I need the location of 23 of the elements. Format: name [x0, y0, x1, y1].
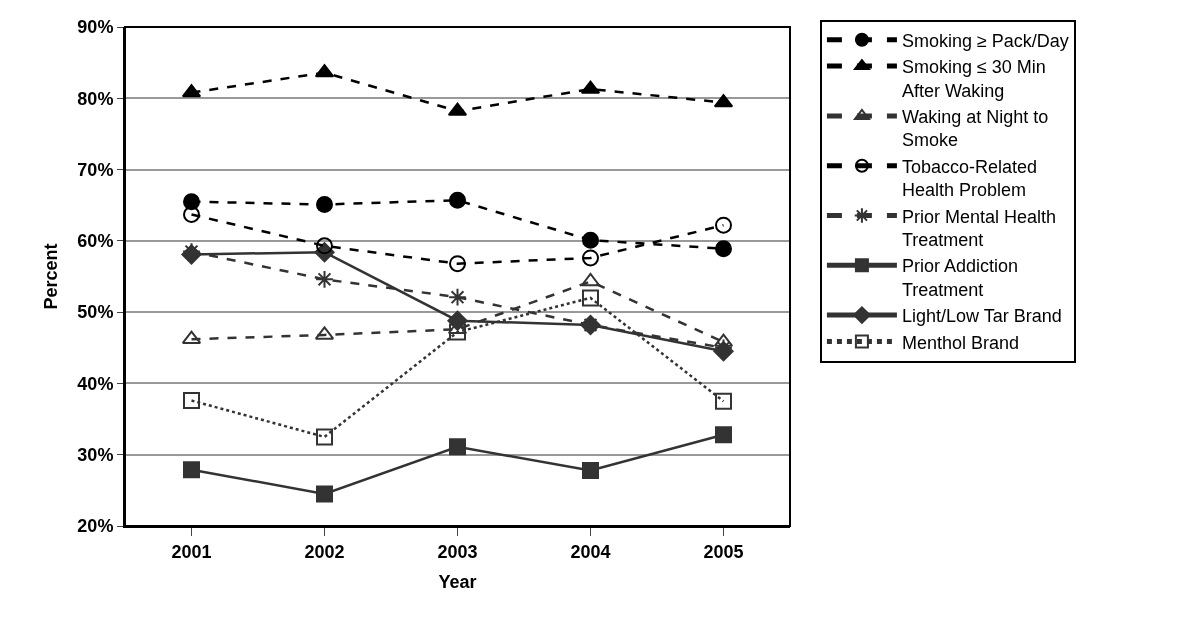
y-tick-label: 90% [77, 17, 114, 38]
x-tick-label: 2001 [171, 541, 212, 562]
x-tick-label: 2003 [437, 541, 478, 562]
x-axis-title: Year [438, 572, 477, 593]
y-axis-title: Percent [41, 243, 62, 310]
y-tick-label: 30% [77, 445, 114, 466]
y-tick-label: 60% [77, 231, 114, 252]
legend-label: Prior Mental Health Treatment [901, 206, 1056, 250]
legend-label: Smoking ≤ 30 Min After Waking [901, 57, 1046, 101]
x-tick-label: 2002 [304, 541, 345, 562]
legend-label: Light/Low Tar Brand [901, 306, 1062, 327]
x-tick-label: 2005 [703, 541, 744, 562]
x-tick-label: 2004 [570, 541, 611, 562]
legend-label: Prior Addiction Treatment [901, 256, 1018, 300]
y-tick-label: 20% [77, 516, 114, 537]
legend-label: Tobacco-Related Health Problem [901, 156, 1038, 201]
y-tick-label: 70% [77, 159, 114, 180]
legend-label: Menthol Brand [901, 332, 1019, 353]
legend-label: Smoking ≥ Pack/Day [901, 30, 1069, 51]
y-tick-label: 50% [77, 302, 114, 323]
y-tick-label: 40% [77, 373, 114, 394]
y-tick-label: 80% [77, 88, 114, 109]
legend-label: Waking at Night to Smoke [901, 106, 1049, 151]
